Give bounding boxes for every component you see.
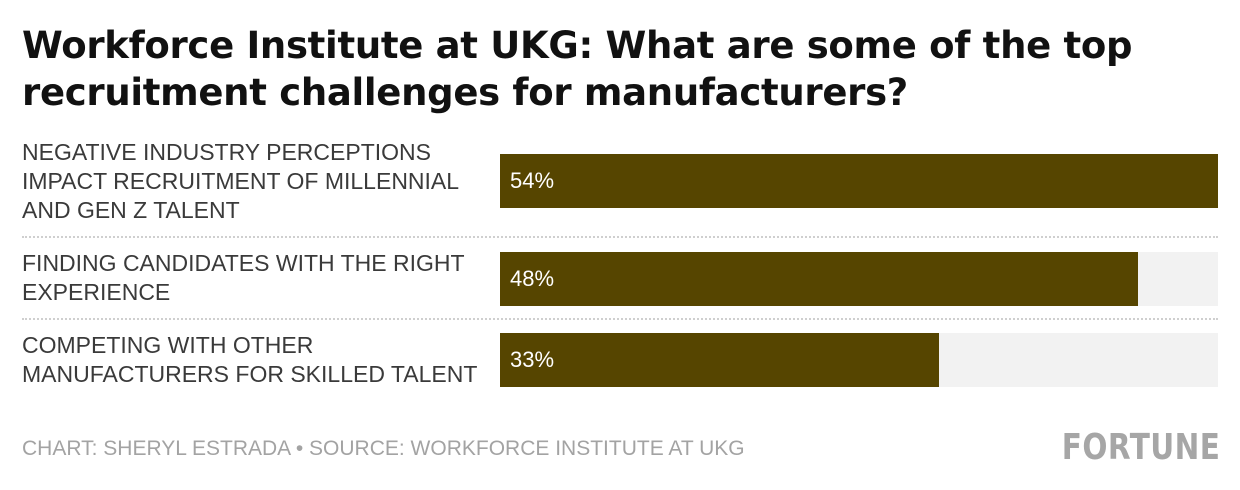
bar-track: 54%	[500, 154, 1218, 208]
bar: 33%	[500, 333, 939, 387]
bar-value-label: 33%	[510, 347, 555, 372]
bar-track: 33%	[500, 333, 1218, 387]
chart-credit: Chart: Sheryl Estrada • Source: Workforc…	[22, 437, 745, 460]
row-divider	[22, 236, 1218, 238]
bar-value-label: 48%	[510, 266, 555, 291]
bar: 48%	[500, 252, 1138, 306]
fortune-logo: FORTUNE	[1061, 427, 1220, 468]
chart-title: Workforce Institute at UKG: What are som…	[22, 24, 1133, 114]
row-divider	[22, 318, 1218, 320]
bar-value-label: 54%	[510, 168, 555, 193]
category-label: Competing with other manufacturers for s…	[22, 332, 478, 387]
category-label: Finding candidates with the right experi…	[22, 250, 465, 305]
bar: 54%	[500, 154, 1218, 208]
bar-track: 48%	[500, 252, 1218, 306]
category-label: Negative industry perceptions impact rec…	[22, 138, 459, 223]
